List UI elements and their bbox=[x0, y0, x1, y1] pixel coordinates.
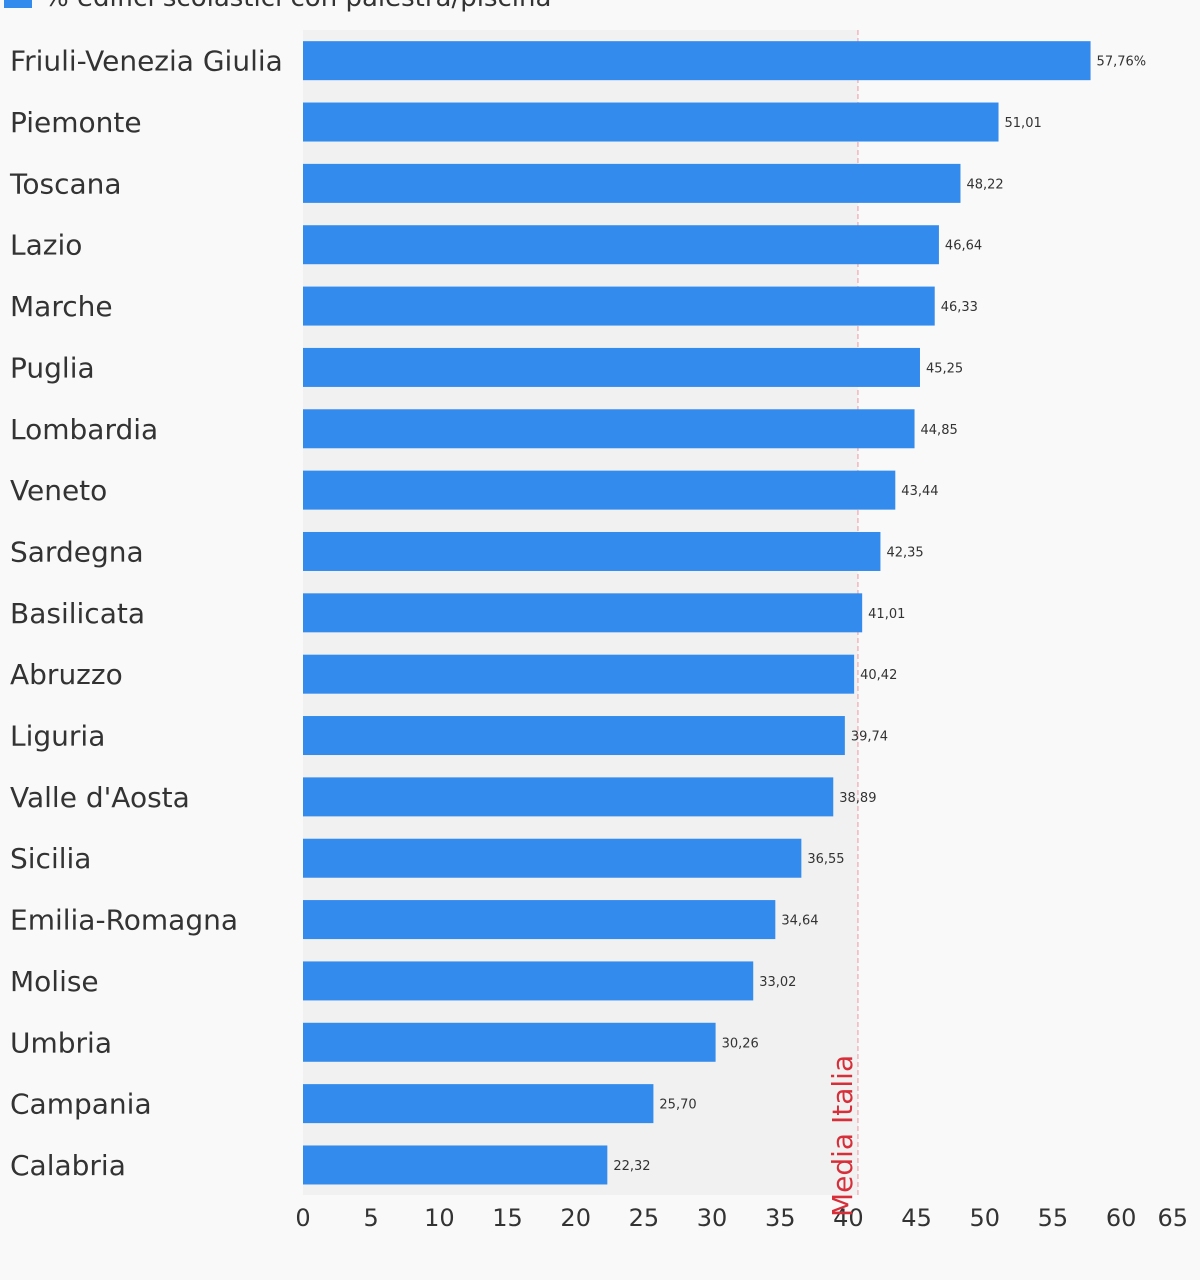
value-label: 41,01 bbox=[868, 607, 905, 622]
category-label: Valle d'Aosta bbox=[10, 781, 190, 814]
bar bbox=[303, 838, 802, 878]
legend-label: % edifici scolastici con palestra/piscin… bbox=[44, 0, 551, 13]
bar bbox=[303, 531, 881, 571]
category-label: Abruzzo bbox=[10, 658, 123, 691]
x-tick-label: 20 bbox=[560, 1204, 591, 1232]
value-label: 57,76% bbox=[1097, 55, 1147, 70]
category-label: Friuli-Venezia Giulia bbox=[10, 45, 283, 78]
x-tick-label: 45 bbox=[901, 1204, 932, 1232]
x-tick-label: 50 bbox=[969, 1204, 1000, 1232]
reference-line-label: Media Italia bbox=[826, 1055, 859, 1217]
category-label: Piemonte bbox=[10, 106, 142, 139]
x-tick-label: 55 bbox=[1038, 1204, 1069, 1232]
bar bbox=[303, 347, 920, 387]
value-label: 22,32 bbox=[613, 1159, 650, 1174]
category-label: Emilia-Romagna bbox=[10, 904, 238, 937]
value-label: 30,26 bbox=[722, 1036, 759, 1051]
value-label: 48,22 bbox=[966, 177, 1003, 192]
category-label: Sardegna bbox=[10, 535, 144, 568]
category-label: Sicilia bbox=[10, 842, 91, 875]
category-label: Molise bbox=[10, 965, 99, 998]
x-tick-label: 65 bbox=[1157, 1204, 1188, 1232]
x-tick-label: 60 bbox=[1106, 1204, 1137, 1232]
bar bbox=[303, 286, 935, 326]
category-label: Veneto bbox=[10, 474, 107, 507]
bar bbox=[303, 1084, 654, 1124]
category-label: Umbria bbox=[10, 1026, 112, 1059]
category-label: Marche bbox=[10, 290, 113, 323]
x-tick-label: 10 bbox=[424, 1204, 455, 1232]
value-label: 33,02 bbox=[759, 975, 796, 990]
value-label: 25,70 bbox=[659, 1098, 696, 1113]
value-label: 45,25 bbox=[926, 361, 963, 376]
category-label: Liguria bbox=[10, 720, 105, 753]
category-label: Campania bbox=[10, 1088, 152, 1121]
value-label: 34,64 bbox=[781, 914, 818, 929]
bar bbox=[303, 470, 896, 510]
plot-area: Friuli-Venezia Giulia 57,76% Piemonte 51,01… bbox=[9, 30, 1188, 1232]
bar bbox=[303, 1145, 608, 1185]
bar bbox=[303, 102, 999, 142]
category-label: Toscana bbox=[9, 167, 122, 200]
value-label: 46,33 bbox=[941, 300, 978, 315]
category-label: Lombardia bbox=[10, 413, 158, 446]
x-tick-label: 35 bbox=[765, 1204, 796, 1232]
value-label: 42,35 bbox=[886, 545, 923, 560]
bar bbox=[303, 409, 915, 449]
bar bbox=[303, 593, 863, 633]
legend-swatch bbox=[4, 0, 32, 8]
value-label: 43,44 bbox=[901, 484, 938, 499]
bar bbox=[303, 900, 776, 940]
bar bbox=[303, 961, 754, 1001]
bar bbox=[303, 1022, 716, 1062]
category-label: Calabria bbox=[10, 1149, 126, 1182]
x-tick-label: 30 bbox=[697, 1204, 728, 1232]
category-label: Puglia bbox=[10, 351, 95, 384]
x-tick-label: 5 bbox=[364, 1204, 379, 1232]
bar bbox=[303, 163, 961, 203]
bar bbox=[303, 225, 939, 265]
x-tick-label: 40 bbox=[833, 1204, 864, 1232]
value-label: 39,74 bbox=[851, 730, 888, 745]
bar bbox=[303, 777, 834, 817]
bar bbox=[303, 654, 855, 694]
value-label: 44,85 bbox=[921, 423, 958, 438]
value-label: 40,42 bbox=[860, 668, 897, 683]
bar bbox=[303, 716, 845, 756]
bar bbox=[303, 41, 1091, 81]
value-label: 46,64 bbox=[945, 239, 982, 254]
value-label: 36,55 bbox=[807, 852, 844, 867]
category-label: Basilicata bbox=[10, 597, 145, 630]
x-tick-label: 15 bbox=[492, 1204, 523, 1232]
value-label: 38,89 bbox=[839, 791, 876, 806]
x-tick-label: 25 bbox=[629, 1204, 660, 1232]
category-label: Lazio bbox=[10, 229, 82, 262]
value-label: 51,01 bbox=[1005, 116, 1042, 131]
x-tick-label: 0 bbox=[295, 1204, 310, 1232]
